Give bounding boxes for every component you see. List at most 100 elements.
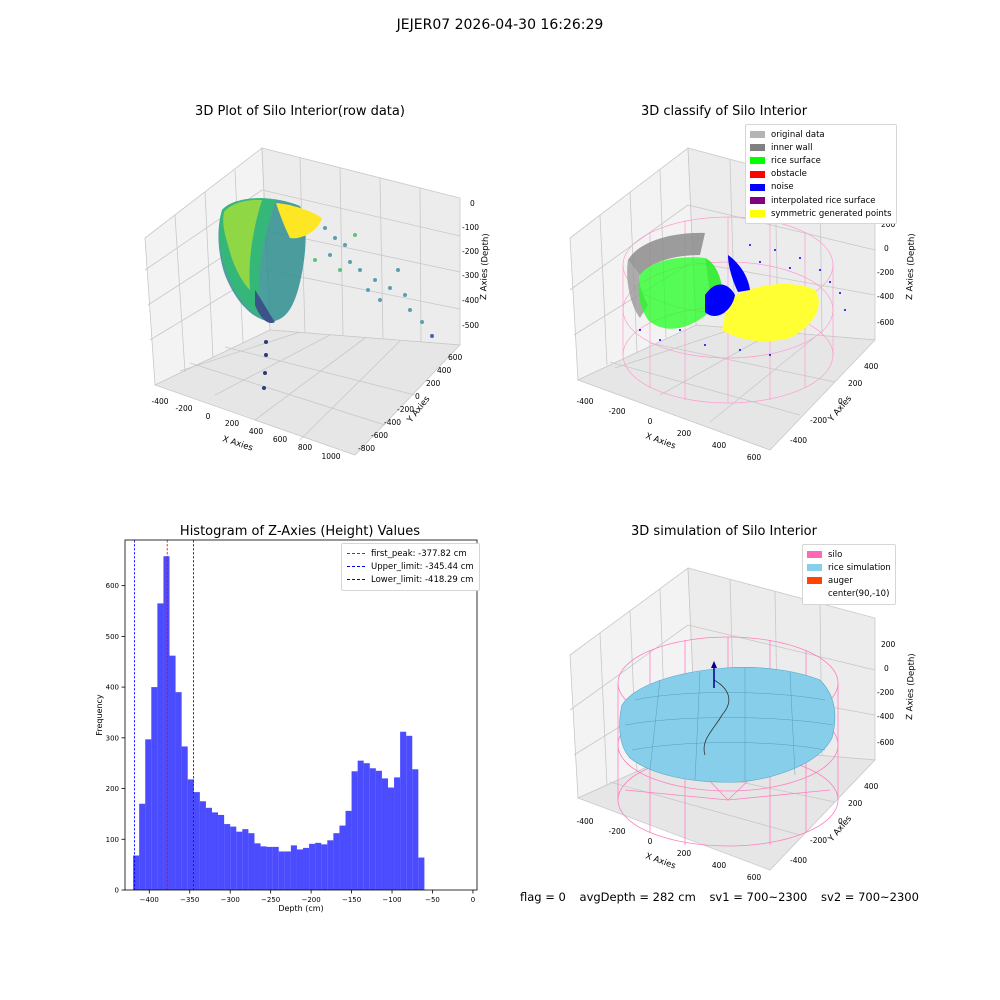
swatch (750, 144, 765, 151)
histogram-bar (200, 801, 206, 890)
histogram-bars (133, 556, 424, 890)
raw-z-label: Z Axies (Depth) (479, 233, 491, 300)
swatch (750, 197, 765, 204)
simulation-z-tick: 0 (884, 664, 889, 673)
legend-item-interpolated: interpolated rice surface (750, 194, 892, 207)
legend-item-original-data: original data (750, 128, 892, 141)
legend-label: noise (771, 182, 794, 192)
simulation-y-tick: -200 (810, 836, 827, 845)
classify-z-label: Z Axies (Depth) (905, 233, 917, 300)
histogram-bar (418, 858, 424, 890)
histogram-y-ticks: 0 100 200 300 400 500 600 (106, 582, 125, 894)
x-tick-label: −250 (261, 896, 280, 904)
histogram-bar (170, 656, 176, 890)
histogram-bar (236, 832, 242, 890)
raw-y-tick: -400 (384, 418, 401, 427)
legend-line (347, 566, 365, 567)
x-tick-label: −350 (180, 896, 199, 904)
raw-y-tick: 200 (426, 379, 441, 388)
raw-z-tick: 0 (470, 199, 475, 208)
histogram-bar (194, 792, 200, 890)
swatch (750, 171, 765, 178)
histogram-bar (182, 746, 188, 890)
histogram-bar (303, 848, 309, 890)
histogram-bar (352, 771, 358, 890)
legend-item-center: center(90,-10) (807, 588, 891, 601)
histogram-bar (279, 851, 285, 890)
raw-x-tick: 800 (298, 443, 313, 452)
legend-label: rice surface (771, 156, 821, 166)
simulation-y-tick: 200 (848, 799, 863, 808)
classify-3d-plot: -400 -200 0 200 400 600 400 200 0 -200 -… (500, 0, 1000, 500)
classify-y-tick: -200 (810, 416, 827, 425)
x-tick-label: −50 (425, 896, 440, 904)
x-tick-label: −200 (301, 896, 320, 904)
raw-x-tick: 1000 (321, 452, 340, 461)
raw-x-tick: 200 (225, 419, 240, 428)
histogram-bar (315, 843, 321, 890)
legend-label: rice simulation (828, 563, 891, 573)
histogram-bar (267, 847, 273, 890)
legend-item-first-peak: first_peak: -377.82 cm (347, 547, 474, 560)
simulation-y-tick: 400 (864, 782, 879, 791)
simulation-x-tick: 200 (677, 849, 692, 858)
classify-y-tick: 400 (864, 362, 879, 371)
histogram-bar (242, 829, 248, 890)
raw-z-tick: -100 (462, 223, 479, 232)
simulation-3d-plot: -400 -200 0 200 400 600 400 200 0 -200 -… (500, 500, 1000, 1000)
swatch (807, 577, 822, 584)
histogram-bar (321, 844, 327, 890)
classify-z-tick: -200 (877, 268, 894, 277)
y-tick-label: 600 (106, 582, 119, 590)
legend-label: interpolated rice surface (771, 196, 876, 206)
classify-x-tick: 600 (747, 453, 762, 462)
y-tick-label: 300 (106, 734, 119, 742)
simulation-z-tick: -600 (877, 738, 894, 747)
simulation-z-tick: 200 (881, 640, 896, 649)
histogram-bar (218, 815, 224, 890)
raw-x-tick: 600 (273, 435, 288, 444)
histogram-bar (370, 768, 376, 890)
simulation-x-tick: -200 (608, 827, 625, 836)
raw-y-tick: -600 (371, 431, 388, 440)
legend-item-lower-limit: Lower_limit: -418.29 cm (347, 573, 474, 586)
raw-y-tick: -800 (358, 444, 375, 453)
classify-y-tick: -400 (790, 436, 807, 445)
histogram-bar (406, 736, 412, 890)
histogram-bar (145, 739, 151, 890)
raw-y-tick: 400 (437, 366, 452, 375)
histogram-bar (339, 826, 345, 890)
y-tick-label: 200 (106, 785, 119, 793)
histogram-bar (212, 812, 218, 890)
classify-x-tick: -200 (608, 407, 625, 416)
raw-z-tick: -200 (462, 247, 479, 256)
raw-z-tick: -300 (462, 271, 479, 280)
raw-x-label: X Axies (221, 434, 254, 453)
histogram-bar (358, 761, 364, 890)
histogram-bar (157, 603, 163, 890)
histogram-x-label: Depth (cm) (278, 904, 323, 913)
histogram-bar (297, 849, 303, 890)
simulation-z-label: Z Axies (Depth) (905, 653, 917, 720)
legend-label: silo (828, 550, 842, 560)
histogram-bar (230, 827, 236, 890)
legend-label: original data (771, 130, 825, 140)
histogram-bar (151, 687, 157, 890)
histogram-bar (388, 788, 394, 890)
legend-label: center(90,-10) (828, 589, 889, 599)
histogram-bar (273, 847, 279, 890)
classify-z-tick: -400 (877, 292, 894, 301)
histogram-bar (188, 779, 194, 890)
raw-3d-plot: -400 -200 0 200 400 600 800 1000 600 400… (0, 0, 500, 500)
x-tick-label: −300 (221, 896, 240, 904)
histogram-bar (254, 843, 260, 890)
simulation-y-tick: -400 (790, 856, 807, 865)
classify-legend: original data inner wall rice surface ob… (745, 124, 897, 224)
histogram-bar (400, 732, 406, 890)
sv2-text: sv2 = 700~2300 (821, 890, 919, 904)
histogram-bar (224, 824, 230, 890)
swatch (750, 210, 765, 217)
y-tick-label: 500 (106, 633, 119, 641)
legend-label: symmetric generated points (771, 209, 892, 219)
classify-x-tick: -400 (576, 397, 593, 406)
